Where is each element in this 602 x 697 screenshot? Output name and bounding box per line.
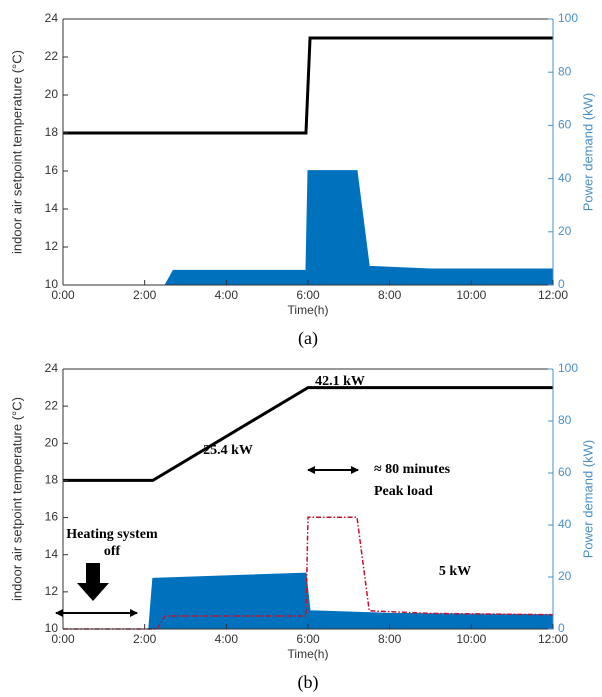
caption: (b) (298, 672, 319, 693)
x-tick-label: 2:00 (133, 632, 157, 646)
y2-tick-label: 40 (558, 171, 572, 185)
x-tick-label: 2:00 (133, 288, 157, 302)
x-tick-label: 12:00 (538, 632, 568, 646)
y-tick-label: 22 (45, 49, 59, 63)
y2-tick-label: 20 (558, 569, 572, 583)
line (63, 386, 553, 482)
y-tick-label: 14 (45, 201, 59, 215)
x-tick-label: 8:00 (378, 632, 402, 646)
y-tick-label: 18 (45, 473, 59, 487)
x-tick-label: 6:00 (296, 288, 320, 302)
y-axis-label: indoor air setpoint temperature (°C) (9, 50, 24, 254)
x-tick-label: 12:00 (538, 288, 568, 302)
y-tick-label: 24 (45, 361, 59, 375)
y2-tick-label: 40 (558, 517, 572, 531)
y-tick-label: 24 (45, 11, 59, 25)
y-tick-label: 14 (45, 547, 59, 561)
down-arrow (77, 563, 109, 601)
y-tick-label: 20 (45, 87, 59, 101)
x-tick-label: 0:00 (51, 288, 75, 302)
x-tick-label: 6:00 (296, 632, 320, 646)
area (63, 572, 554, 630)
line (63, 36, 553, 135)
y-tick-label: 12 (45, 584, 59, 598)
annotation: off (104, 544, 121, 559)
y2-tick-label: 60 (558, 465, 572, 479)
y-tick-label: 16 (45, 510, 59, 524)
y2-tick-label: 20 (558, 224, 572, 238)
y2-tick-label: 0 (558, 277, 565, 291)
x-axis-label: Time(h) (288, 647, 329, 661)
y2-axis-label: Power demand (kW) (580, 440, 595, 558)
annotation: 5 kW (439, 564, 471, 579)
annotation: 42.1 kW (315, 374, 365, 389)
area (63, 170, 554, 286)
y2-tick-label: 80 (558, 413, 572, 427)
x-tick-label: 0:00 (51, 632, 75, 646)
y-tick-label: 10 (45, 277, 59, 291)
y-tick-label: 12 (45, 239, 59, 253)
y2-tick-label: 100 (558, 361, 578, 375)
y-tick-label: 22 (45, 398, 59, 412)
y-tick-label: 18 (45, 125, 59, 139)
y-axis-label: indoor air setpoint temperature (°C) (9, 397, 24, 601)
dashed-line (63, 516, 554, 630)
x-axis-label: Time(h) (288, 303, 329, 317)
y2-tick-label: 60 (558, 118, 572, 132)
annotation: ≈ 80 minutes (374, 462, 451, 477)
y-tick-label: 20 (45, 435, 59, 449)
x-tick-label: 4:00 (215, 632, 239, 646)
y2-tick-label: 100 (558, 11, 578, 25)
x-tick-label: 8:00 (378, 288, 402, 302)
annotation: Heating system (66, 527, 158, 542)
annotation: 25.4 kW (203, 443, 253, 458)
x-tick-label: 10:00 (456, 632, 486, 646)
y-tick-label: 16 (45, 163, 59, 177)
y2-axis-label: Power demand (kW) (580, 93, 595, 211)
y2-tick-label: 0 (558, 621, 565, 635)
caption: (a) (298, 328, 318, 349)
x-tick-label: 4:00 (215, 288, 239, 302)
annotation: Peak load (374, 484, 433, 499)
y-tick-label: 10 (45, 621, 59, 635)
x-tick-label: 10:00 (456, 288, 486, 302)
y2-tick-label: 80 (558, 64, 572, 78)
